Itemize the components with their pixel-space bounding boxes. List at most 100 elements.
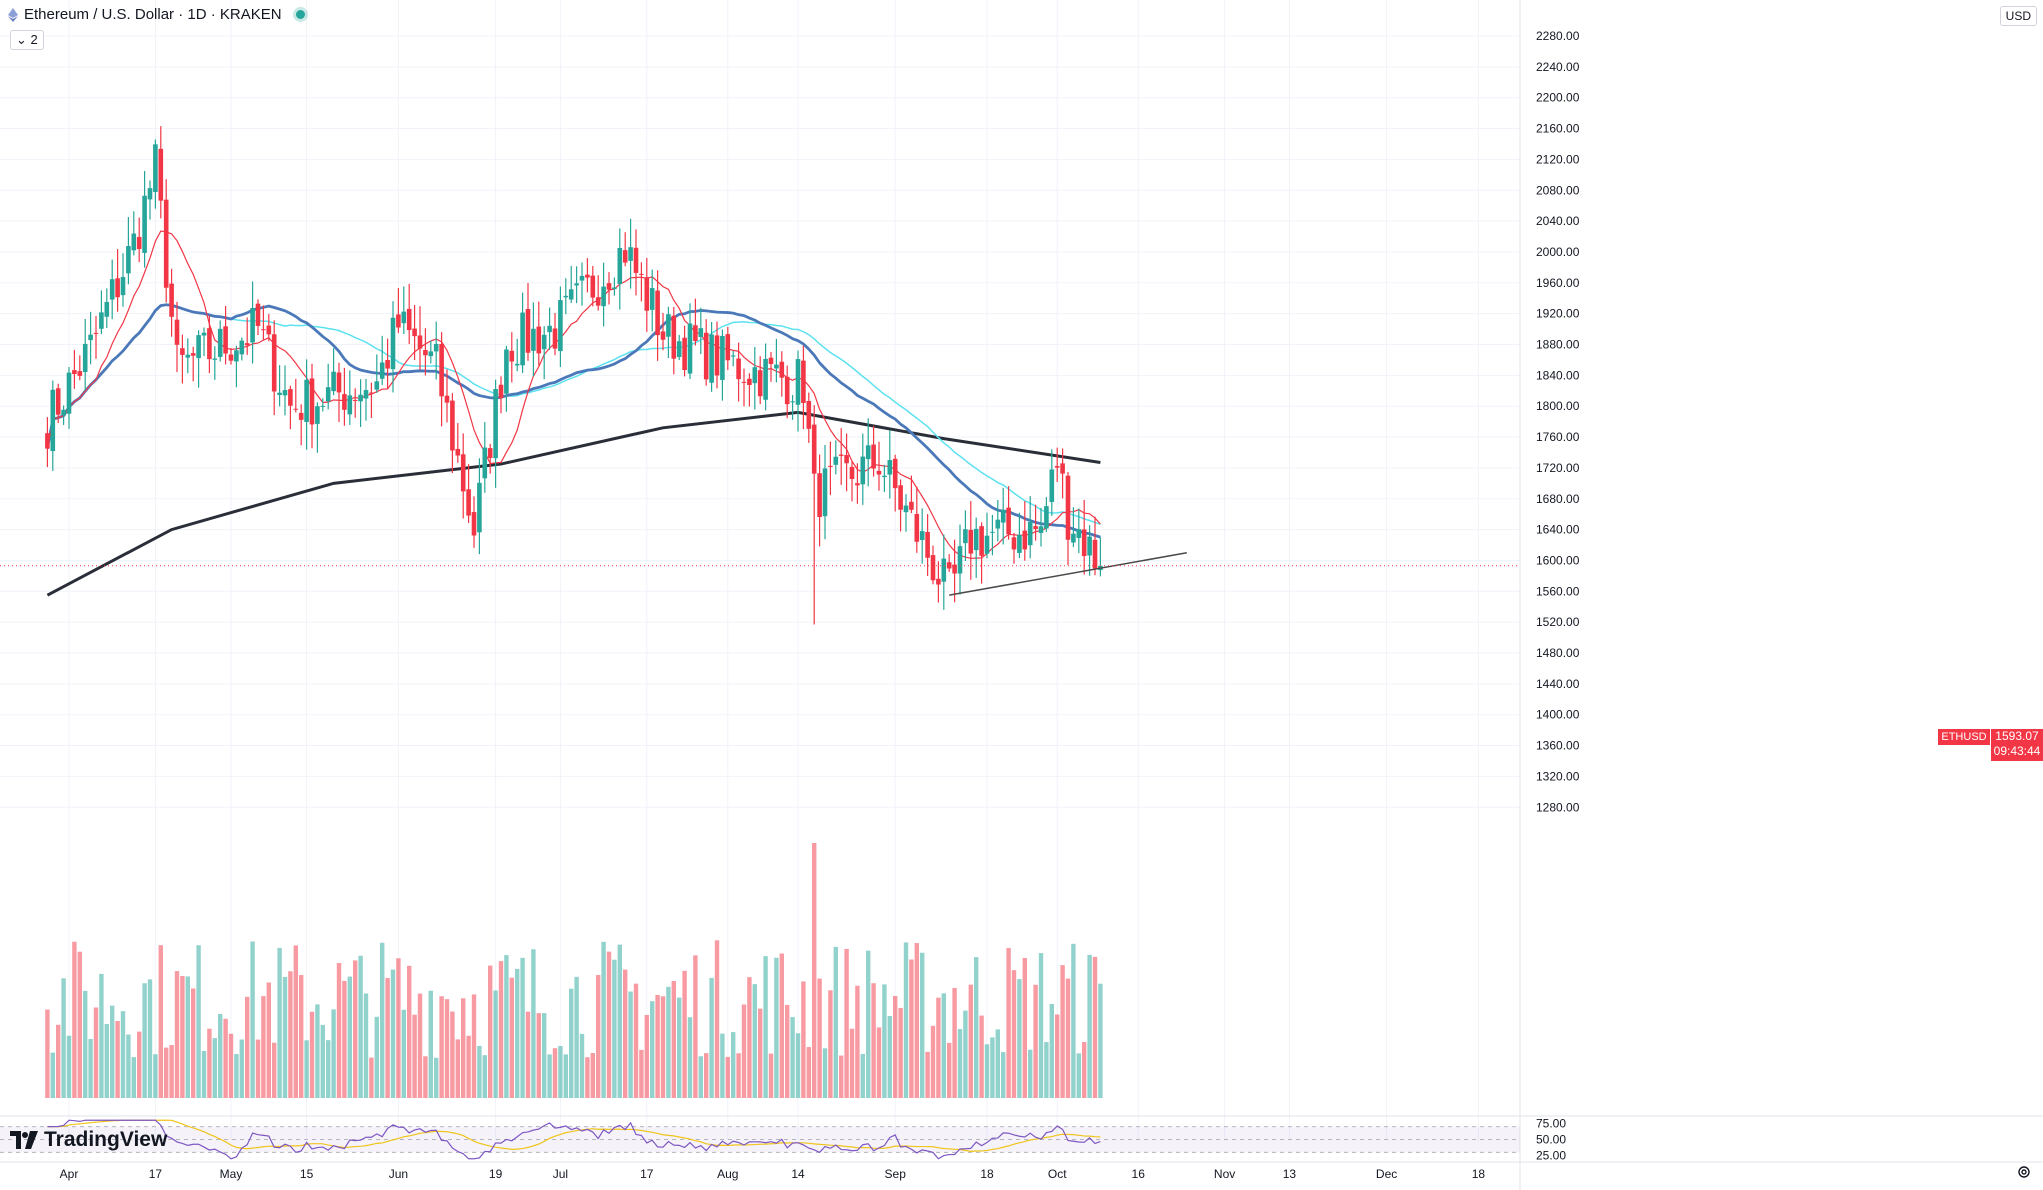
volume-bar <box>131 1057 136 1098</box>
candle-body <box>671 315 677 359</box>
candle-body <box>239 340 245 355</box>
price-tick-label: 1760.00 <box>1536 430 1580 444</box>
price-tick-label: 1560.00 <box>1536 584 1580 598</box>
candle-body <box>747 378 752 386</box>
volume-bar <box>957 1029 963 1098</box>
candle-body <box>72 370 77 375</box>
volume-bar <box>498 961 504 1098</box>
candle-body <box>892 458 898 489</box>
time-tick-label: 18 <box>1472 1167 1486 1181</box>
candle-body <box>660 331 666 340</box>
volume-bar <box>169 1045 174 1098</box>
candle-body <box>914 513 920 542</box>
candle-body <box>1033 526 1038 530</box>
candle-body <box>450 400 455 451</box>
time-tick-label: Jun <box>389 1167 408 1181</box>
volume-bar <box>612 959 617 1098</box>
volume-bar <box>725 1056 730 1098</box>
volume-bar <box>390 969 396 1098</box>
volume-bar <box>844 948 849 1098</box>
volume-bar <box>423 1056 428 1098</box>
price-tick-label: 1320.00 <box>1536 769 1580 783</box>
volume-bar <box>293 945 298 1098</box>
volume-bar <box>714 940 720 1098</box>
time-tick-label: 17 <box>640 1167 654 1181</box>
volume-bar <box>363 993 369 1098</box>
grid <box>0 0 1520 1140</box>
volume-bar <box>574 976 579 1098</box>
volume-bar <box>493 990 498 1098</box>
volume-bar <box>828 990 833 1098</box>
candle-body <box>547 325 552 333</box>
candle-body <box>698 328 704 338</box>
currency-selector[interactable]: USD <box>1999 6 2037 26</box>
volume-pane <box>45 843 1103 1098</box>
candle-body <box>649 288 655 310</box>
candle-body <box>995 519 1001 529</box>
volume-bar <box>147 979 153 1098</box>
volume-bar <box>261 996 266 1098</box>
candle-body <box>968 529 974 554</box>
volume-bar <box>488 965 493 1098</box>
volume-bar <box>331 1009 336 1098</box>
volume-bar <box>1001 1052 1006 1098</box>
candle-body <box>347 395 353 415</box>
settings-icon[interactable] <box>2017 1165 2031 1179</box>
volume-bar <box>930 1025 936 1098</box>
candle-body <box>838 454 844 456</box>
volume-bar <box>450 1011 455 1098</box>
price-tick-label: 1480.00 <box>1536 646 1580 660</box>
indicators-toggle[interactable]: ⌄ 2 <box>10 30 44 50</box>
candle-body <box>936 578 941 585</box>
volume-bar <box>1011 970 1017 1098</box>
candle-body <box>822 468 828 517</box>
volume-bar <box>666 986 671 1098</box>
tradingview-logo[interactable]: TradingView <box>10 1128 167 1152</box>
support-trendline <box>949 551 1187 596</box>
volume-bar <box>56 1024 61 1098</box>
time-tick-label: 18 <box>980 1167 994 1181</box>
candle-body <box>682 337 687 371</box>
volume-bar <box>779 953 784 1098</box>
volume-bar <box>941 993 946 1098</box>
candle-body <box>482 447 488 479</box>
candle-body <box>941 558 947 582</box>
symbol-title[interactable]: Ethereum / U.S. Dollar · 1D · KRAKEN <box>24 6 282 23</box>
candle-body <box>298 412 304 420</box>
price-tick-label: 1720.00 <box>1536 461 1580 475</box>
time-tick-label: Apr <box>60 1167 79 1181</box>
candle-body <box>558 300 563 352</box>
volume-bar <box>218 1014 223 1098</box>
candle-body <box>126 246 131 274</box>
volume-bar <box>995 1029 1000 1098</box>
candle-body <box>1044 506 1049 529</box>
candle-body <box>574 283 579 286</box>
candle-body <box>244 343 250 346</box>
candle-body <box>703 332 709 380</box>
candle-body <box>919 531 925 541</box>
candle-body <box>493 388 498 459</box>
time-tick-label: Oct <box>1048 1167 1067 1181</box>
symbol-price-tag: ETHUSD <box>1938 729 1990 745</box>
candle-body <box>720 335 725 380</box>
candle-body <box>61 409 66 416</box>
candle-body <box>806 401 812 429</box>
volume-bar <box>633 983 639 1098</box>
candle-body <box>730 355 736 357</box>
candle-body <box>320 405 326 407</box>
candle-body <box>158 148 164 201</box>
volume-bar <box>525 1011 531 1098</box>
candle-body <box>1022 530 1028 550</box>
candle-body <box>304 379 309 422</box>
volume-bar <box>558 1046 563 1098</box>
volume-bar <box>590 1053 595 1098</box>
candle-body <box>666 314 671 337</box>
time-tick-label: 19 <box>489 1167 503 1181</box>
volume-bar <box>936 997 941 1098</box>
candle-body <box>412 328 417 337</box>
candle-body <box>444 395 450 403</box>
candle-body <box>1038 526 1044 533</box>
candle-body <box>82 343 88 373</box>
volume-bar <box>180 976 185 1098</box>
time-axis: Apr 17 May 15 Jun 19 Jul 17 Aug 14 Sep 18 Oct 16 Nov 13… <box>60 1167 1486 1181</box>
